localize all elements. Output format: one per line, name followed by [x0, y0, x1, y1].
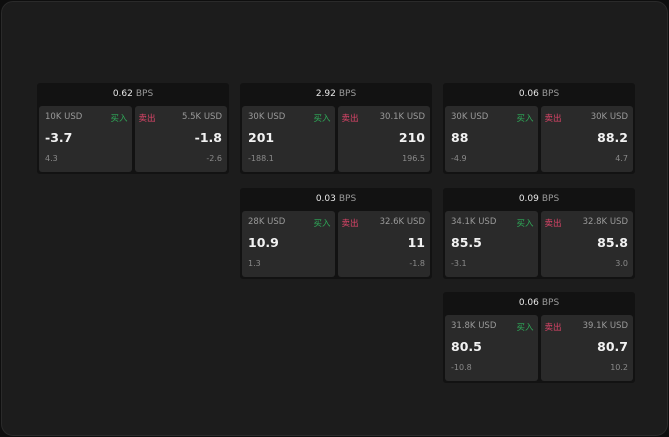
spread-unit: BPS — [541, 194, 560, 204]
sell-button[interactable]: 卖出 30.1K USD 210 196.5 — [337, 106, 430, 172]
buy-size: 31.8K USD — [451, 321, 497, 331]
sell-size: 39.1K USD — [582, 321, 628, 331]
sell-button[interactable]: 卖出 39.1K USD 80.7 10.2 — [540, 315, 633, 381]
sell-button[interactable]: 卖出 5.5K USD -1.8 -2.6 — [134, 106, 227, 172]
spread-unit: BPS — [338, 89, 357, 99]
sell-price: 11 — [407, 235, 425, 250]
spread-unit: BPS — [541, 298, 560, 308]
quote-panel: 0.62 BPS 10K USD 买入 -3.7 4.3 卖出 5.5K USD … — [37, 83, 229, 174]
buy-price: -3.7 — [45, 130, 73, 145]
buy-size: 10K USD — [45, 112, 83, 122]
buy-button[interactable]: 31.8K USD 买入 80.5 -10.8 — [445, 315, 538, 381]
sell-size: 30K USD — [590, 112, 628, 122]
quote-panel: 0.06 BPS 31.8K USD 买入 80.5 -10.8 卖出 39.1K… — [443, 292, 635, 383]
buy-size: 28K USD — [248, 217, 286, 227]
sell-button[interactable]: 卖出 32.6K USD 11 -1.8 — [337, 211, 430, 277]
spread-unit: BPS — [541, 89, 560, 99]
sell-button[interactable]: 卖出 32.8K USD 85.8 3.0 — [540, 211, 633, 277]
sell-size: 32.6K USD — [379, 217, 425, 227]
sell-price: -1.8 — [194, 130, 222, 145]
sell-label: 卖出 — [544, 323, 562, 333]
sell-label: 卖出 — [341, 114, 359, 124]
buy-button[interactable]: 30K USD 买入 201 -188.1 — [242, 106, 335, 172]
sell-size: 32.8K USD — [582, 217, 628, 227]
quote-panel: 2.92 BPS 30K USD 买入 201 -188.1 卖出 30.1K U… — [240, 83, 432, 174]
spread-value: 0.62 — [112, 89, 133, 99]
sell-change: 10.2 — [610, 363, 628, 372]
buy-change: -10.8 — [451, 363, 472, 372]
buy-price: 80.5 — [451, 339, 482, 354]
buy-change: 4.3 — [45, 154, 58, 163]
buy-change: -4.9 — [451, 154, 467, 163]
sell-label: 卖出 — [341, 219, 359, 229]
spread-header: 0.06 BPS — [443, 292, 635, 314]
sell-price: 85.8 — [597, 235, 628, 250]
buy-label: 买入 — [516, 219, 534, 229]
sell-label: 卖出 — [544, 219, 562, 229]
buy-price: 85.5 — [451, 235, 482, 250]
quote-panel: 0.03 BPS 28K USD 买入 10.9 1.3 卖出 32.6K USD… — [240, 188, 432, 279]
buy-change: -3.1 — [451, 259, 467, 268]
spread-value: 0.06 — [518, 298, 539, 308]
spread-value: 2.92 — [315, 89, 336, 99]
buy-button[interactable]: 28K USD 买入 10.9 1.3 — [242, 211, 335, 277]
spread-value: 0.06 — [518, 89, 539, 99]
sell-label: 卖出 — [544, 114, 562, 124]
sell-price: 88.2 — [597, 130, 628, 145]
buy-size: 30K USD — [451, 112, 489, 122]
spread-value: 0.09 — [518, 194, 539, 204]
quote-panel: 0.06 BPS 30K USD 买入 88 -4.9 卖出 30K USD 88… — [443, 83, 635, 174]
buy-label: 买入 — [110, 114, 128, 124]
sell-button[interactable]: 卖出 30K USD 88.2 4.7 — [540, 106, 633, 172]
buy-size: 34.1K USD — [451, 217, 497, 227]
sell-price: 210 — [398, 130, 425, 145]
buy-label: 买入 — [516, 114, 534, 124]
sell-change: 4.7 — [615, 154, 628, 163]
quote-panel: 0.09 BPS 34.1K USD 买入 85.5 -3.1 卖出 32.8K … — [443, 188, 635, 279]
buy-price: 88 — [451, 130, 469, 145]
spread-header: 0.06 BPS — [443, 83, 635, 105]
buy-change: -188.1 — [248, 154, 274, 163]
spread-header: 0.09 BPS — [443, 188, 635, 210]
spread-unit: BPS — [338, 194, 357, 204]
sell-price: 80.7 — [597, 339, 628, 354]
sell-label: 卖出 — [138, 114, 156, 124]
sell-size: 30.1K USD — [379, 112, 425, 122]
buy-price: 10.9 — [248, 235, 279, 250]
buy-label: 买入 — [313, 114, 331, 124]
buy-button[interactable]: 34.1K USD 买入 85.5 -3.1 — [445, 211, 538, 277]
sell-size: 5.5K USD — [182, 112, 222, 122]
spread-header: 0.62 BPS — [37, 83, 229, 105]
spread-header: 0.03 BPS — [240, 188, 432, 210]
buy-size: 30K USD — [248, 112, 286, 122]
buy-button[interactable]: 10K USD 买入 -3.7 4.3 — [39, 106, 132, 172]
buy-price: 201 — [248, 130, 275, 145]
spread-header: 2.92 BPS — [240, 83, 432, 105]
sell-change: 3.0 — [615, 259, 628, 268]
spread-value: 0.03 — [315, 194, 336, 204]
spread-unit: BPS — [135, 89, 154, 99]
buy-label: 买入 — [313, 219, 331, 229]
buy-change: 1.3 — [248, 259, 261, 268]
sell-change: 196.5 — [402, 154, 425, 163]
buy-button[interactable]: 30K USD 买入 88 -4.9 — [445, 106, 538, 172]
buy-label: 买入 — [516, 323, 534, 333]
sell-change: -2.6 — [206, 154, 222, 163]
sell-change: -1.8 — [409, 259, 425, 268]
